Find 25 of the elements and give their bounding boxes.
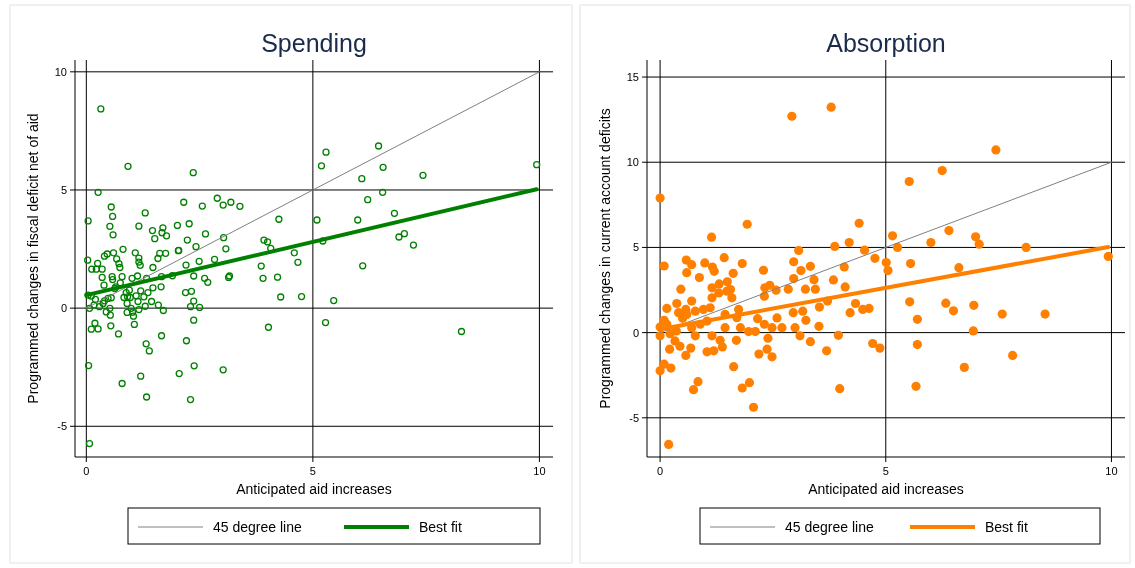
y-tick-label: 10 (626, 156, 639, 169)
y-axis-title: Programmed changes in fiscal deficit net of aid (25, 113, 41, 404)
legend-label: Best fit (419, 519, 462, 535)
y-tick-label: -5 (629, 411, 639, 424)
x-tick-label: 10 (1105, 465, 1118, 477)
y-tick-label: 5 (632, 241, 639, 254)
x-tick-label: 5 (882, 465, 889, 477)
x-tick-label: 0 (657, 465, 664, 477)
y-tick-label: 10 (54, 65, 67, 78)
x-axis-title: Anticipated aid increases (236, 481, 392, 497)
y-tick-label: -5 (57, 420, 67, 433)
x-tick-label: 10 (533, 465, 546, 477)
legend-label: 45 degree line (213, 519, 302, 535)
chart-title: Spending (261, 29, 367, 57)
y-tick-label: 15 (626, 71, 639, 84)
y-tick-label: 0 (632, 326, 639, 339)
x-axis-title: Anticipated aid increases (808, 481, 964, 497)
x-tick-label: 5 (309, 465, 316, 477)
chart-title: Absorption (826, 29, 946, 57)
legend-label: Best fit (985, 519, 1028, 535)
y-tick-label: 0 (60, 302, 67, 315)
x-tick-label: 0 (83, 465, 90, 477)
legend-label: 45 degree line (785, 519, 874, 535)
y-tick-label: 5 (60, 183, 67, 196)
y-axis-title: Programmed changes in current account deficits (597, 108, 613, 409)
